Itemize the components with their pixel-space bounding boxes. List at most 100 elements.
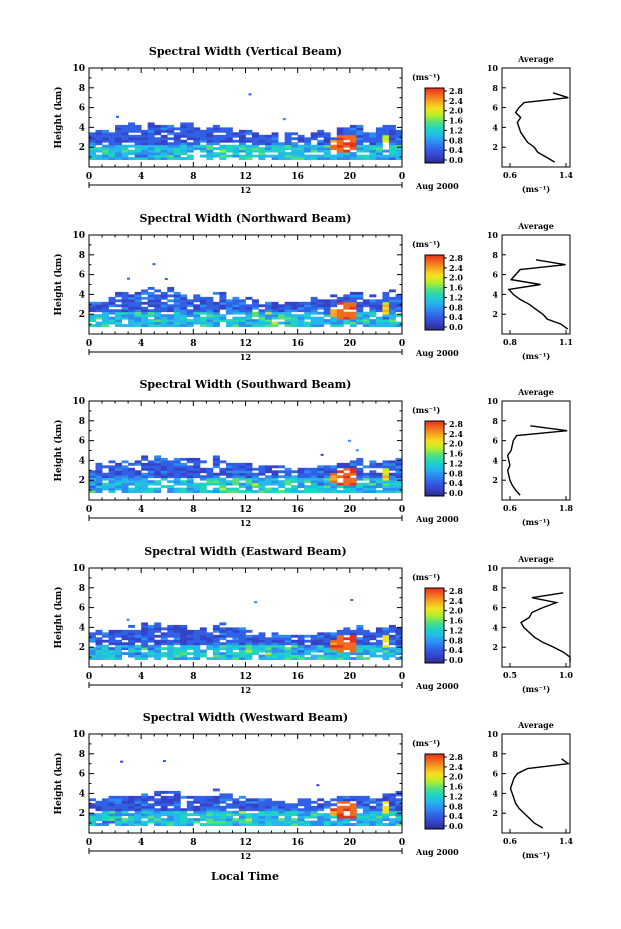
heatmap-cell	[134, 639, 142, 643]
heatmap-cell	[134, 127, 142, 131]
heatmap-cell	[212, 637, 220, 641]
panel-5: Spectral Width (Westward Beam)0 4 8 12 16 20 0…	[53, 711, 573, 861]
heatmap-cell	[212, 139, 220, 143]
heatmap-cell	[232, 487, 240, 491]
heatmap-cell	[167, 462, 175, 466]
heatmap-cell	[89, 805, 96, 809]
heatmap-cell	[349, 642, 357, 646]
avg-y-tick-label: 4	[492, 455, 498, 465]
avg-y-tick-label: 10	[487, 396, 499, 406]
heatmap-cell	[134, 134, 142, 138]
heatmap-cell	[323, 639, 331, 643]
heatmap-cell	[382, 291, 390, 295]
heatmap-cell	[369, 324, 377, 327]
heatmap-cell	[167, 152, 175, 156]
heatmap-cell	[356, 805, 364, 809]
panel-title: Spectral Width (Southward Beam)	[139, 378, 351, 391]
heatmap-cell	[199, 137, 207, 141]
heatmap-cell	[141, 632, 149, 636]
heatmap-cell	[167, 157, 175, 160]
heatmap-cell	[362, 652, 370, 656]
heatmap-cell	[343, 144, 351, 148]
heatmap-cell	[193, 311, 201, 315]
heatmap-cell	[336, 808, 344, 812]
heatmap-cell	[108, 632, 116, 636]
heatmap-cell	[108, 647, 116, 651]
heatmap-cell	[310, 649, 318, 653]
heatmap-cell	[362, 637, 370, 641]
heatmap-cell	[199, 324, 207, 327]
heatmap-cell	[336, 157, 344, 160]
heatmap-cell	[95, 137, 103, 141]
heatmap-cell	[102, 137, 109, 141]
heatmap-cell	[356, 157, 364, 160]
heatmap-cell	[199, 800, 207, 804]
heatmap-cell	[212, 818, 220, 822]
heatmap-cell	[128, 649, 136, 653]
heatmap-cell	[193, 652, 201, 656]
heatmap-cell	[186, 808, 194, 812]
heatmap-cell	[167, 470, 175, 474]
heatmap-cell	[160, 457, 168, 461]
heatmap-cell	[369, 149, 377, 153]
heatmap-cell	[362, 316, 370, 320]
heatmap-cell	[304, 815, 312, 819]
heatmap-cell	[330, 803, 338, 807]
heatmap-cell	[336, 805, 344, 809]
heatmap-cell	[212, 795, 220, 799]
heatmap-cell	[336, 629, 344, 633]
heatmap-cell	[121, 647, 129, 651]
heatmap-cell	[154, 629, 162, 633]
heatmap-cell	[167, 129, 175, 133]
heatmap-cell	[108, 301, 116, 305]
heatmap-cell	[258, 152, 266, 156]
heatmap-cell	[167, 639, 175, 643]
heatmap-cell	[284, 808, 292, 812]
heatmap-cell	[147, 639, 155, 643]
heatmap-cell	[206, 142, 214, 146]
heatmap-cell	[284, 482, 292, 486]
heatmap-cell	[388, 798, 396, 802]
heatmap-cell	[349, 823, 357, 826]
heatmap-cell	[134, 637, 142, 641]
heatmap-cell	[128, 139, 136, 143]
heatmap-cell	[147, 624, 155, 628]
heatmap-cell	[258, 467, 266, 471]
heatmap-cell	[121, 137, 129, 141]
heatmap-cell	[349, 462, 357, 466]
heatmap-cell	[356, 149, 364, 153]
heatmap-cell	[199, 296, 207, 300]
heatmap-cell	[180, 304, 188, 308]
heatmap-cell	[245, 316, 253, 320]
heatmap-cell	[238, 639, 246, 643]
colorbar-tick-label: 0.0	[449, 655, 463, 665]
heatmap-cell	[121, 813, 129, 817]
heatmap-cell	[245, 324, 253, 327]
heatmap-cell	[317, 129, 325, 133]
heatmap-cell	[121, 470, 129, 474]
heatmap-cell	[89, 803, 96, 807]
heatmap-cell	[219, 637, 227, 641]
heatmap-cell	[382, 805, 390, 809]
heatmap-cell	[395, 639, 403, 643]
heatmap-cell	[323, 311, 331, 315]
heatmap-cell	[225, 139, 233, 143]
avg-y-tick-label: 6	[492, 769, 498, 779]
heatmap-cell	[278, 634, 286, 638]
heatmap-cell	[336, 462, 344, 466]
heatmap-cell	[167, 147, 175, 151]
heatmap-cell	[134, 485, 142, 489]
heatmap-cell	[95, 149, 103, 153]
heatmap-cell	[199, 299, 207, 303]
heatmap-cell	[258, 134, 266, 138]
heatmap-cell	[134, 798, 142, 802]
heatmap-cell	[89, 815, 96, 819]
x-tick-label: 0	[399, 505, 405, 515]
heatmap-cell	[310, 808, 318, 812]
heatmap-cell	[271, 644, 279, 648]
heatmap-cell	[310, 306, 318, 310]
heatmap-cell	[160, 127, 168, 131]
heatmap-cell	[330, 309, 338, 313]
heatmap-cell	[310, 316, 318, 320]
heatmap-cell	[238, 154, 246, 158]
